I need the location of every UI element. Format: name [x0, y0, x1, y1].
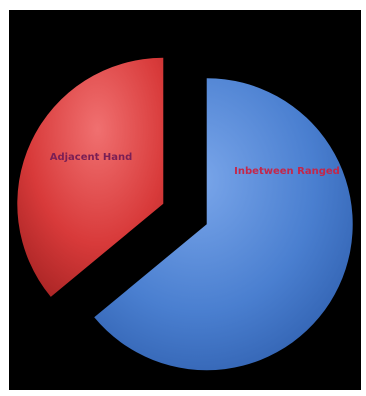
slice-label-adjacent-hand: Adjacent Hand	[50, 152, 133, 163]
chart-area: Inbetween Ranged Adjacent Hand	[9, 10, 361, 390]
pie-slice-inbetween-ranged	[94, 78, 353, 371]
pie-slice-adjacent-hand	[17, 57, 164, 297]
pie-chart: Inbetween Ranged Adjacent Hand	[17, 57, 353, 371]
slice-label-inbetween-ranged: Inbetween Ranged	[234, 166, 340, 177]
